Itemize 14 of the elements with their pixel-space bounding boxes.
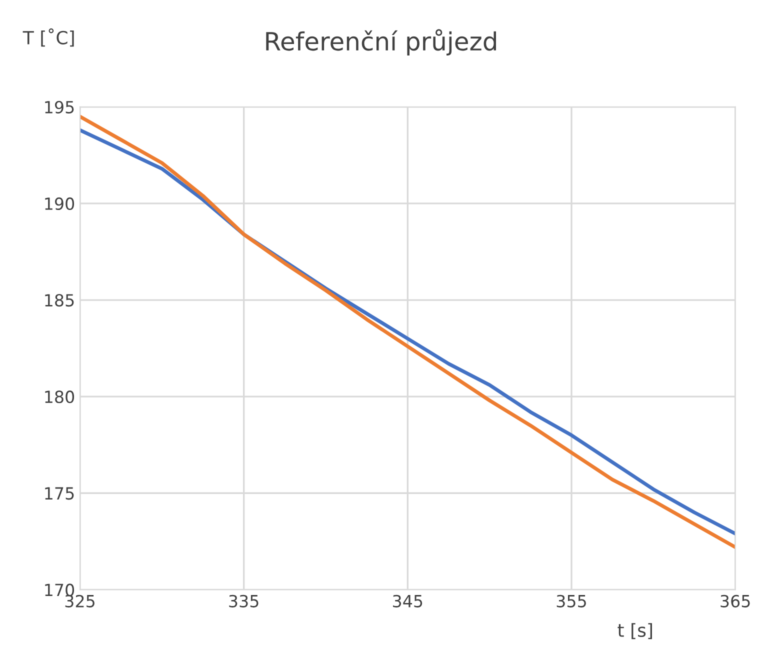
x-tick-label: 335: [229, 594, 258, 608]
x-axis-title: t [s]: [618, 623, 652, 640]
x-tick-label: 345: [393, 594, 422, 608]
x-tick-label: 355: [556, 594, 586, 608]
y-tick-label: 185: [45, 294, 74, 307]
y-tick-label: 190: [45, 197, 74, 210]
y-axis-title: T [˚C]: [22, 28, 74, 47]
y-tick-label: 195: [45, 100, 74, 114]
y-tick-label: 170: [45, 584, 74, 596]
x-tick-label: 325: [65, 594, 94, 608]
chart-title: Referenční průjezd: [266, 29, 496, 56]
x-tick-label: 365: [720, 594, 750, 608]
y-tick-label: 180: [45, 390, 74, 404]
y-tick-label: 175: [45, 487, 74, 500]
